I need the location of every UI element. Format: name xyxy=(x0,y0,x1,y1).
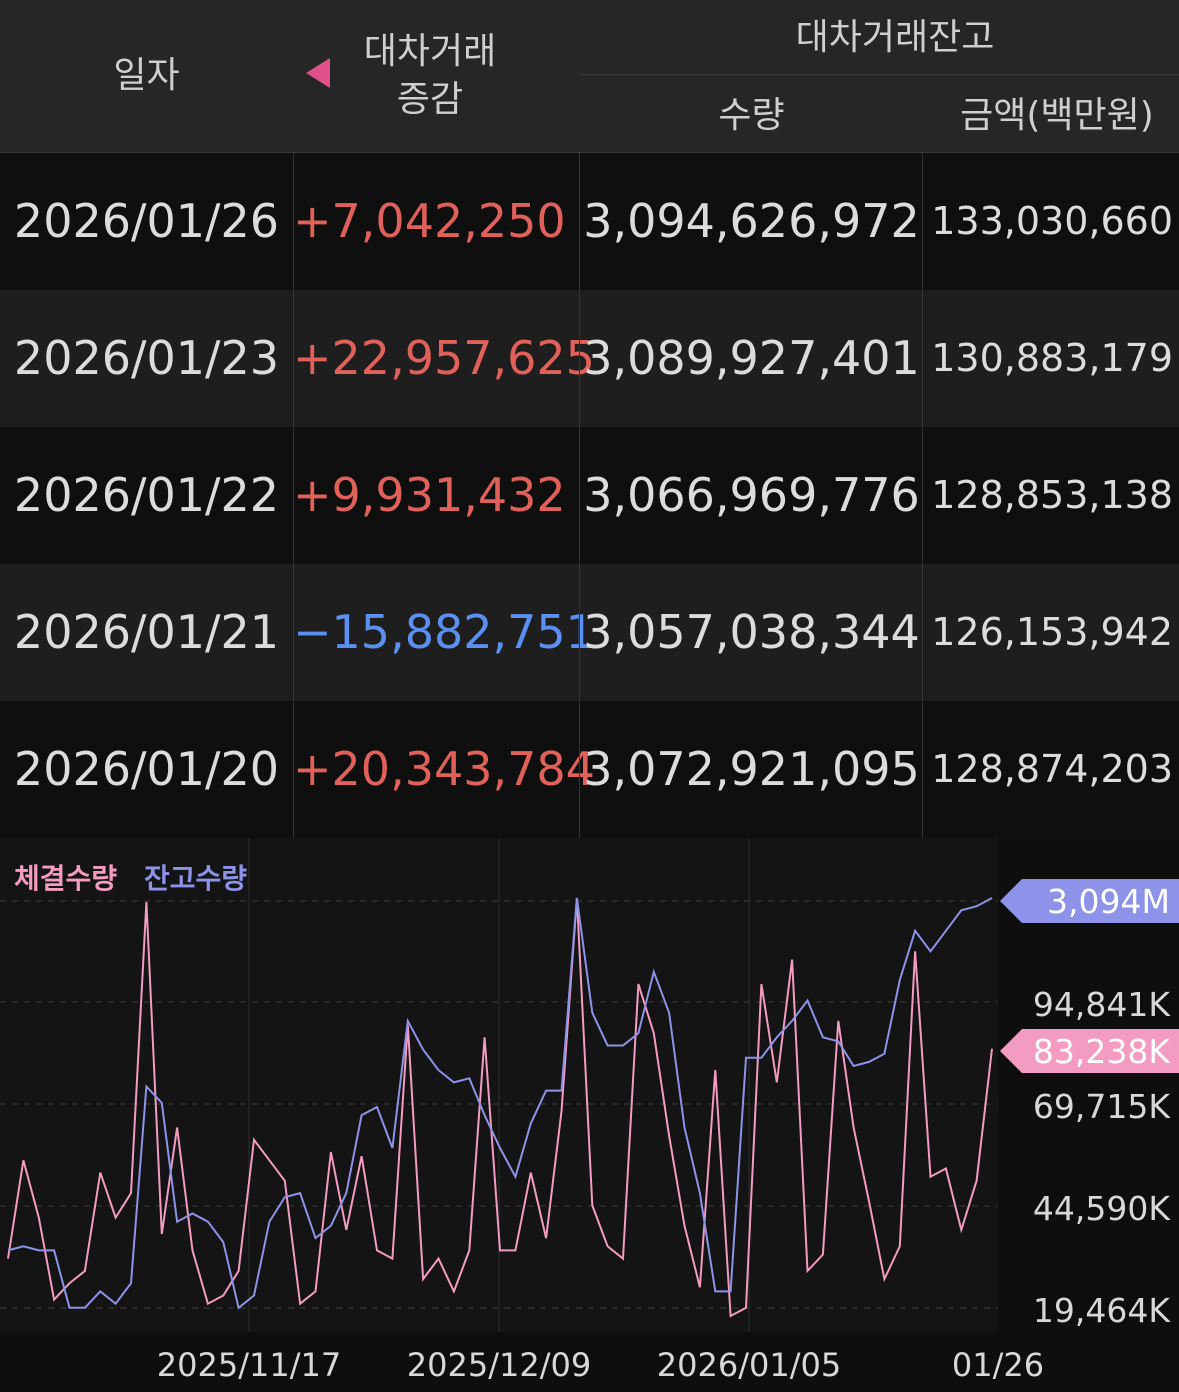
row-qty: 3,057,038,344 xyxy=(583,605,920,659)
current-balance-badge: 3,094M xyxy=(1047,882,1170,921)
row-date: 2026/01/22 xyxy=(13,468,280,522)
amount-column-header[interactable]: 금액(백만원) xyxy=(960,95,1154,136)
value-badges: 3,094M 83,238K xyxy=(1000,879,1179,1073)
current-balance-badge-bg xyxy=(1000,879,1179,923)
legend-balance[interactable]: 잔고수량 xyxy=(144,862,247,895)
row-change: +20,343,784 xyxy=(293,742,595,796)
row-qty: 3,089,927,401 xyxy=(583,331,920,385)
change-column-header-line1[interactable]: 대차거래 xyxy=(363,31,497,72)
row-date: 2026/01/21 xyxy=(13,605,280,659)
column-divider xyxy=(579,153,580,838)
change-column-header-line2[interactable]: 증감 xyxy=(396,79,464,120)
row-amount: 128,853,138 xyxy=(931,473,1173,517)
y-tick-label: 19,464K xyxy=(1033,1291,1171,1330)
row-qty: 3,094,626,972 xyxy=(583,194,920,248)
row-change: +9,931,432 xyxy=(293,468,566,522)
row-amount: 133,030,660 xyxy=(931,199,1173,243)
row-amount: 128,874,203 xyxy=(931,747,1173,791)
legend-executed[interactable]: 체결수량 xyxy=(14,862,117,895)
table-row[interactable]: 2026/01/20 +20,343,784 3,072,921,095 128… xyxy=(0,701,1179,839)
qty-column-header[interactable]: 수량 xyxy=(718,95,785,136)
table-row[interactable]: 2026/01/23 +22,957,625 3,089,927,401 130… xyxy=(0,290,1179,428)
x-axis: 2025/11/17 2025/12/09 2026/01/05 01/26 xyxy=(157,1346,1044,1384)
table-row[interactable]: 2026/01/26 +7,042,250 3,094,626,972 133,… xyxy=(0,153,1179,291)
row-date: 2026/01/26 xyxy=(13,194,280,248)
row-qty: 3,072,921,095 xyxy=(583,742,920,796)
balance-group-header: 대차거래잔고 xyxy=(795,17,995,58)
row-change: +7,042,250 xyxy=(293,194,566,248)
balance-series-line xyxy=(7,897,993,1310)
header-divider xyxy=(580,74,1179,75)
table-header: 일자 대차거래 증감 대차거래잔고 수량 금액(백만원) xyxy=(0,0,1179,153)
row-change: −15,882,751 xyxy=(293,605,595,659)
series-lines xyxy=(7,897,993,1318)
row-date: 2026/01/23 xyxy=(13,331,280,385)
column-divider xyxy=(293,153,294,838)
y-axis: 94,841K 69,715K 44,590K 19,464K xyxy=(1033,985,1171,1330)
x-tick-label: 01/26 xyxy=(952,1346,1044,1384)
column-divider xyxy=(922,153,923,838)
row-date: 2026/01/20 xyxy=(13,742,280,796)
row-change: +22,957,625 xyxy=(293,331,595,385)
table-row[interactable]: 2026/01/21 −15,882,751 3,057,038,344 126… xyxy=(0,564,1179,702)
x-tick-label: 2025/11/17 xyxy=(157,1346,341,1384)
sort-left-icon[interactable] xyxy=(306,58,330,88)
row-amount: 130,883,179 xyxy=(931,336,1173,380)
y-tick-label: 44,590K xyxy=(1033,1189,1171,1228)
y-tick-label: 94,841K xyxy=(1033,985,1171,1024)
x-tick-label: 2026/01/05 xyxy=(657,1346,841,1384)
date-column-header[interactable]: 일자 xyxy=(113,55,180,96)
x-tick-label: 2025/12/09 xyxy=(407,1346,591,1384)
executed-series-line xyxy=(7,897,993,1318)
current-executed-badge: 83,238K xyxy=(1033,1032,1171,1071)
current-executed-badge-bg xyxy=(1000,1029,1179,1073)
row-amount: 126,153,942 xyxy=(931,610,1173,654)
row-qty: 3,066,969,776 xyxy=(583,468,920,522)
table-row[interactable]: 2026/01/22 +9,931,432 3,066,969,776 128,… xyxy=(0,427,1179,565)
y-tick-label: 69,715K xyxy=(1033,1087,1171,1126)
